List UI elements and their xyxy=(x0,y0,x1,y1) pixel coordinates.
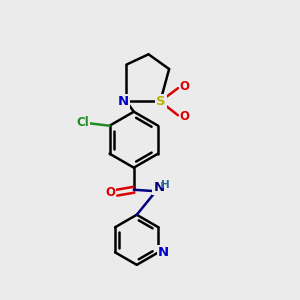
Text: O: O xyxy=(179,110,190,123)
Text: N: N xyxy=(158,246,169,260)
Text: Cl: Cl xyxy=(77,116,89,129)
Text: N: N xyxy=(153,181,164,194)
Text: O: O xyxy=(105,186,115,199)
Text: O: O xyxy=(179,80,190,93)
Text: H: H xyxy=(161,180,170,190)
Text: S: S xyxy=(156,95,166,108)
Text: N: N xyxy=(117,95,128,108)
